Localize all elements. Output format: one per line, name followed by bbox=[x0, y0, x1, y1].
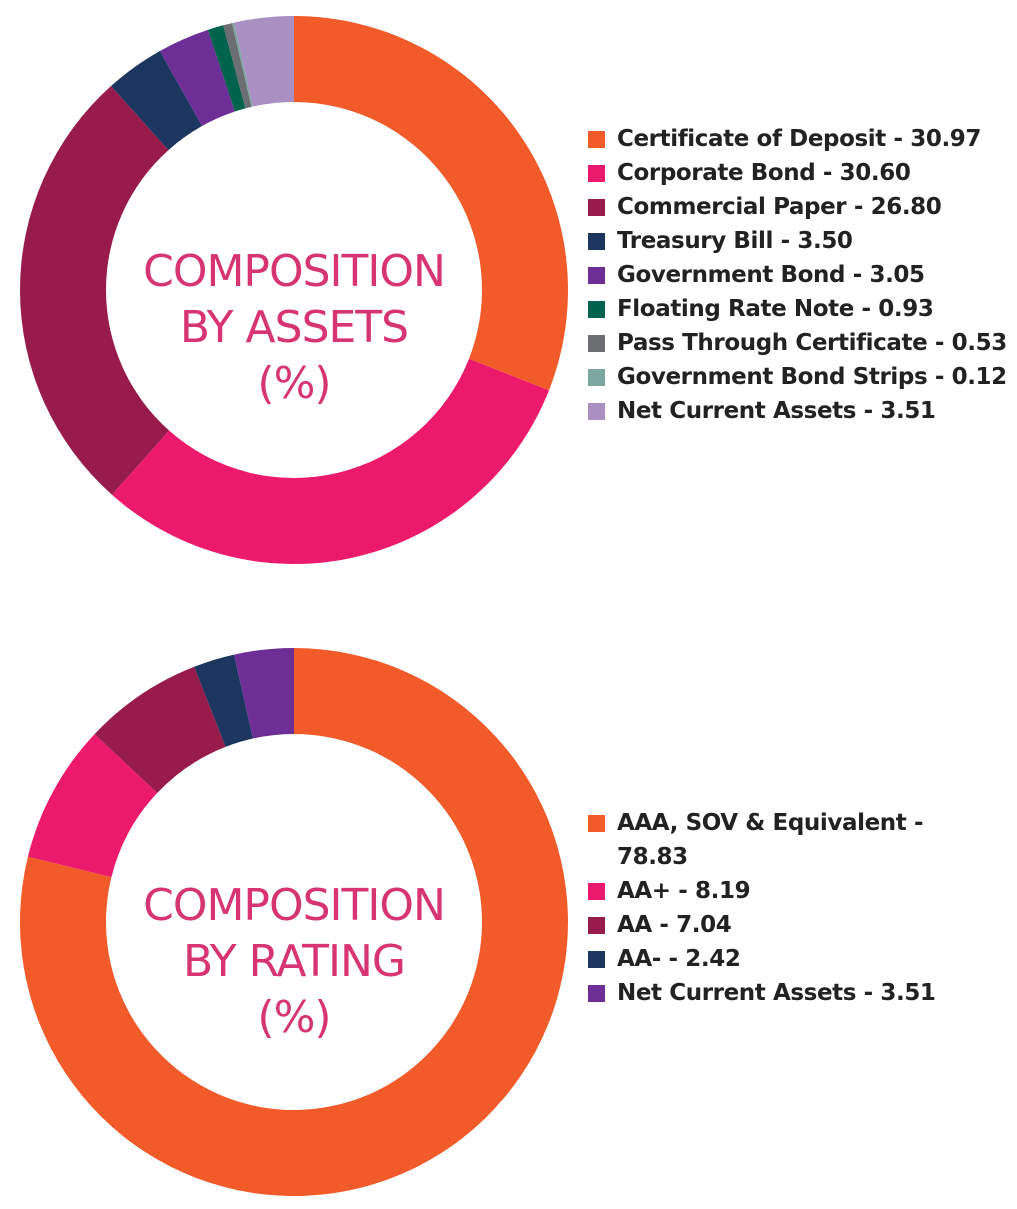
assets-legend-swatch bbox=[588, 403, 605, 420]
assets-legend-item-pass-through-certificate: Pass Through Certificate - 0.53 bbox=[588, 326, 1007, 360]
rating-legend-swatch bbox=[588, 883, 605, 900]
rating-slice-aa bbox=[27, 734, 158, 878]
assets-legend-swatch bbox=[588, 301, 605, 318]
rating-slice-net-current-assets bbox=[234, 648, 294, 739]
rating-legend-label: Net Current Assets - 3.51 bbox=[617, 980, 936, 1006]
assets-slice-government-bond bbox=[159, 29, 235, 127]
assets-slice-certificate-of-deposit bbox=[294, 16, 568, 391]
assets-legend-swatch bbox=[588, 165, 605, 182]
assets-slice-government-bond-strips bbox=[232, 22, 253, 107]
assets-title-line-2: BY ASSETS bbox=[179, 302, 409, 353]
rating-legend-swatch bbox=[588, 951, 605, 968]
assets-legend-item-commercial-paper: Commercial Paper - 26.80 bbox=[588, 190, 1007, 224]
rating-legend-item-aa: AA- - 2.42 bbox=[588, 942, 977, 976]
assets-legend-label: Corporate Bond - 30.60 bbox=[617, 160, 911, 186]
assets-legend-swatch bbox=[588, 335, 605, 352]
assets-slice-commercial-paper bbox=[20, 86, 170, 495]
composition-by-rating-chart: COMPOSITION BY RATING (%) AAA, SOV & Equ… bbox=[0, 630, 1017, 1209]
assets-legend-item-government-bond: Government Bond - 3.05 bbox=[588, 258, 1007, 292]
rating-legend-label: AA- - 2.42 bbox=[617, 946, 741, 972]
assets-legend-label: Commercial Paper - 26.80 bbox=[617, 194, 942, 220]
assets-slice-net-current-assets bbox=[234, 16, 294, 107]
rating-legend: AAA, SOV & Equivalent - 78.83 AA+ - 8.19 A… bbox=[588, 806, 977, 1010]
rating-slice-aa bbox=[194, 654, 253, 747]
rating-chart-title: COMPOSITION BY RATING (%) bbox=[108, 878, 480, 1046]
assets-legend-label: Net Current Assets - 3.51 bbox=[617, 398, 936, 424]
assets-legend-label: Government Bond Strips - 0.12 bbox=[617, 364, 1007, 390]
rating-legend-item-aa: AA - 7.04 bbox=[588, 908, 977, 942]
rating-title-line-3: (%) bbox=[257, 992, 331, 1043]
assets-legend-item-certificate-of-deposit: Certificate of Deposit - 30.97 bbox=[588, 122, 1007, 156]
rating-legend-label: AAA, SOV & Equivalent - 78.83 bbox=[617, 810, 924, 870]
assets-slice-corporate-bond bbox=[111, 358, 549, 565]
assets-legend-item-net-current-assets: Net Current Assets - 3.51 bbox=[588, 394, 1007, 428]
assets-donut bbox=[20, 16, 568, 565]
assets-legend: Certificate of Deposit - 30.97 Corporate … bbox=[588, 122, 1007, 428]
assets-slice-floating-rate-note bbox=[207, 25, 246, 112]
assets-legend-swatch bbox=[588, 267, 605, 284]
assets-legend-item-corporate-bond: Corporate Bond - 30.60 bbox=[588, 156, 1007, 190]
composition-by-assets-chart: COMPOSITION BY ASSETS (%) Certificate of… bbox=[0, 0, 1017, 600]
rating-donut bbox=[19, 648, 568, 1196]
rating-title-line-1: COMPOSITION bbox=[143, 880, 446, 931]
assets-chart-title: COMPOSITION BY ASSETS (%) bbox=[108, 244, 480, 412]
rating-legend-item-aaa-sov-equivalent: AAA, SOV & Equivalent - 78.83 bbox=[588, 806, 977, 874]
rating-legend-swatch bbox=[588, 917, 605, 934]
rating-legend-item-net-current-assets: Net Current Assets - 3.51 bbox=[588, 976, 977, 1010]
rating-legend-swatch bbox=[588, 985, 605, 1002]
assets-legend-label: Certificate of Deposit - 30.97 bbox=[617, 126, 981, 152]
assets-legend-item-treasury-bill: Treasury Bill - 3.50 bbox=[588, 224, 1007, 258]
assets-title-line-1: COMPOSITION bbox=[143, 246, 446, 297]
rating-legend-swatch bbox=[588, 815, 605, 832]
rating-legend-label: AA+ - 8.19 bbox=[617, 878, 751, 904]
rating-legend-label: AA - 7.04 bbox=[617, 912, 732, 938]
assets-slice-pass-through-certificate bbox=[223, 23, 252, 109]
rating-legend-item-aa: AA+ - 8.19 bbox=[588, 874, 977, 908]
rating-slice-aaa-sov-equivalent bbox=[19, 648, 568, 1196]
rating-slice-aa bbox=[94, 666, 226, 794]
rating-title-line-2: BY RATING bbox=[183, 936, 406, 987]
assets-legend-label: Floating Rate Note - 0.93 bbox=[617, 296, 934, 322]
assets-legend-label: Treasury Bill - 3.50 bbox=[617, 228, 853, 254]
assets-legend-swatch bbox=[588, 131, 605, 148]
assets-legend-item-government-bond-strips: Government Bond Strips - 0.12 bbox=[588, 360, 1007, 394]
assets-legend-label: Pass Through Certificate - 0.53 bbox=[617, 330, 1007, 356]
assets-legend-label: Government Bond - 3.05 bbox=[617, 262, 925, 288]
assets-legend-swatch bbox=[588, 369, 605, 386]
assets-slice-treasury-bill bbox=[111, 51, 202, 151]
assets-title-line-3: (%) bbox=[257, 358, 331, 409]
assets-legend-item-floating-rate-note: Floating Rate Note - 0.93 bbox=[588, 292, 1007, 326]
assets-legend-swatch bbox=[588, 233, 605, 250]
assets-legend-swatch bbox=[588, 199, 605, 216]
